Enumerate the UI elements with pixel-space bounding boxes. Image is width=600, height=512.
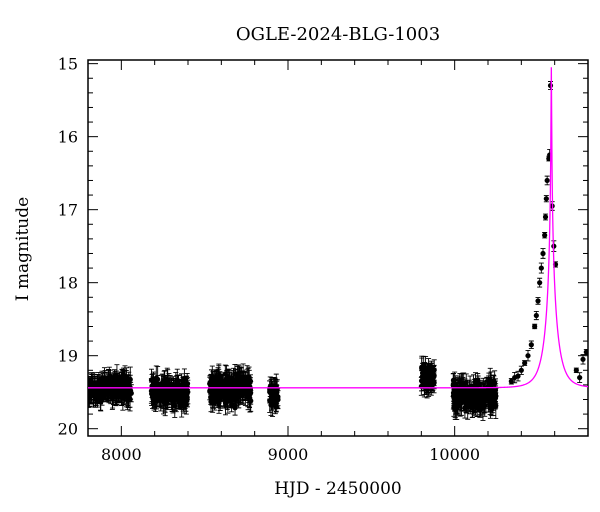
data-point (580, 356, 586, 362)
data-point (428, 369, 434, 375)
plot-area: 8000 9000 10000 15 16 17 18 19 20 (58, 55, 589, 464)
data-point (535, 298, 541, 304)
data-point (102, 380, 108, 386)
data-point (471, 398, 477, 404)
data-point (119, 391, 125, 397)
data-point (269, 395, 275, 401)
data-point (103, 390, 109, 396)
data-point (274, 396, 280, 403)
model-curve (88, 67, 588, 389)
data-point (537, 280, 543, 286)
data-point (111, 381, 117, 388)
data-point (183, 401, 189, 408)
data-point (450, 377, 457, 383)
data-point (522, 360, 528, 366)
data-point (227, 382, 234, 388)
data-point (170, 397, 176, 404)
data-point (157, 391, 163, 398)
x-tick-label: 8000 (101, 445, 142, 464)
plot-frame (87, 59, 589, 437)
data-point (458, 399, 465, 405)
data-point (540, 250, 546, 257)
data-point (209, 394, 215, 400)
x-tick-label: 10000 (429, 445, 480, 464)
chart-title: OGLE-2024-BLG-1003 (236, 24, 440, 45)
data-point (544, 177, 550, 184)
data-point (215, 395, 221, 401)
data-point (235, 377, 242, 383)
data-point (219, 378, 226, 384)
data-point (128, 390, 134, 396)
data-point (207, 379, 213, 386)
data-point (219, 382, 225, 388)
data-point (538, 265, 544, 271)
y-tick-label: 20 (58, 420, 78, 439)
data-point (462, 390, 468, 396)
x-tick-label: 9000 (268, 445, 309, 464)
y-tick-label: 15 (58, 55, 78, 74)
data-point (88, 382, 93, 388)
data-point (583, 349, 588, 355)
data-point (273, 391, 279, 397)
data-point (244, 376, 250, 383)
data-point (457, 388, 463, 394)
data-point (453, 389, 459, 395)
data-point (573, 367, 579, 373)
data-point (473, 394, 480, 400)
data-point (543, 196, 549, 202)
data-point (528, 342, 534, 348)
data-point (533, 312, 539, 319)
data-point (450, 393, 456, 399)
y-axis-label: I magnitude (13, 197, 33, 301)
data-point (477, 407, 483, 413)
data-point (214, 379, 220, 385)
data-point (180, 382, 186, 389)
data-point (242, 390, 248, 397)
data-point (426, 374, 433, 380)
data-point (232, 405, 238, 411)
data-point (223, 393, 229, 399)
data-point (478, 403, 484, 409)
data-point (184, 387, 190, 393)
data-point (518, 367, 524, 373)
data-point (127, 396, 133, 402)
data-point (172, 389, 178, 395)
data-point (542, 232, 548, 238)
data-point (162, 390, 168, 396)
data-point (484, 385, 490, 391)
data-point (234, 373, 240, 379)
y-tick-label: 19 (58, 347, 78, 366)
data-point (547, 82, 554, 89)
data-point (180, 391, 186, 398)
data-point (247, 388, 253, 394)
data-point (165, 394, 171, 400)
y-tick-label: 18 (58, 274, 78, 293)
data-point (525, 353, 531, 359)
x-axis-label: HJD - 2450000 (274, 479, 402, 499)
data-point (532, 323, 538, 330)
data-point (216, 375, 222, 381)
y-tick-label: 16 (58, 128, 78, 147)
y-tick-label: 17 (58, 201, 78, 220)
data-point (489, 406, 495, 413)
data-point (225, 398, 231, 404)
data-point (184, 394, 190, 400)
data-point (152, 388, 158, 395)
data-point (231, 390, 237, 396)
data-point (542, 214, 549, 220)
data-point (163, 399, 169, 405)
data-point (577, 374, 583, 381)
